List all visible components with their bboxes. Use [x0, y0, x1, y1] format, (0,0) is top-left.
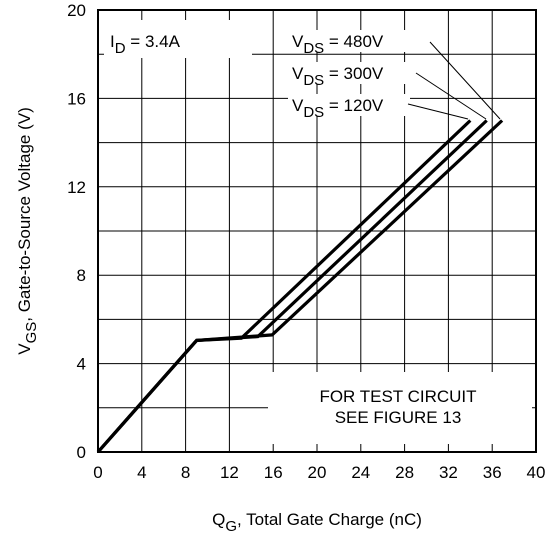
note-bg [268, 372, 532, 444]
x-axis-label: QG, Total Gate Charge (nC) [212, 510, 422, 535]
leader-line-120 [407, 103, 469, 120]
y-tick-label: 12 [67, 178, 86, 197]
x-tick-label: 32 [439, 463, 458, 482]
y-tick-label: 8 [77, 266, 86, 285]
x-tick-label: 24 [351, 463, 370, 482]
series-labels: VDS = 480V VDS = 300V VDS = 120V [288, 30, 501, 121]
series-label-bg-120 [288, 94, 410, 116]
series-label-bg-300 [288, 62, 418, 84]
tick-labels: 0 4 8 12 16 20 24 28 32 36 40 0 4 8 12 16 20 [67, 1, 545, 482]
leader-line-480 [429, 41, 501, 120]
note-line-1: FOR TEST CIRCUIT [319, 387, 476, 406]
current-label: ID = 3.4A [110, 32, 181, 57]
x-tick-label: 20 [308, 463, 327, 482]
x-tick-label: 16 [264, 463, 283, 482]
leader-line-300 [415, 72, 487, 120]
y-axis-label: VGS, Gate-to-Source Voltage (V) [15, 107, 40, 355]
y-tick-label: 4 [77, 355, 86, 374]
series-line-2 [96, 119, 472, 454]
series-label-300: VDS = 300V [292, 64, 384, 89]
series-label-120: VDS = 120V [292, 96, 384, 121]
note-line-2: SEE FIGURE 13 [335, 408, 462, 427]
series-layer [96, 119, 504, 454]
x-tick-label: 0 [93, 463, 102, 482]
x-tick-label: 36 [483, 463, 502, 482]
series-label-bg-480 [288, 30, 428, 52]
x-tick-label: 28 [395, 463, 414, 482]
y-tick-label: 16 [67, 89, 86, 108]
x-tick-label: 40 [527, 463, 546, 482]
current-label-bg [104, 20, 252, 58]
y-tick-label: 0 [77, 443, 86, 462]
series-label-480: VDS = 480V [292, 32, 384, 57]
y-tick-label: 20 [67, 1, 86, 20]
x-tick-label: 4 [137, 463, 146, 482]
x-tick-label: 12 [220, 463, 239, 482]
plot-frame [97, 9, 537, 453]
x-tick-label: 8 [181, 463, 190, 482]
